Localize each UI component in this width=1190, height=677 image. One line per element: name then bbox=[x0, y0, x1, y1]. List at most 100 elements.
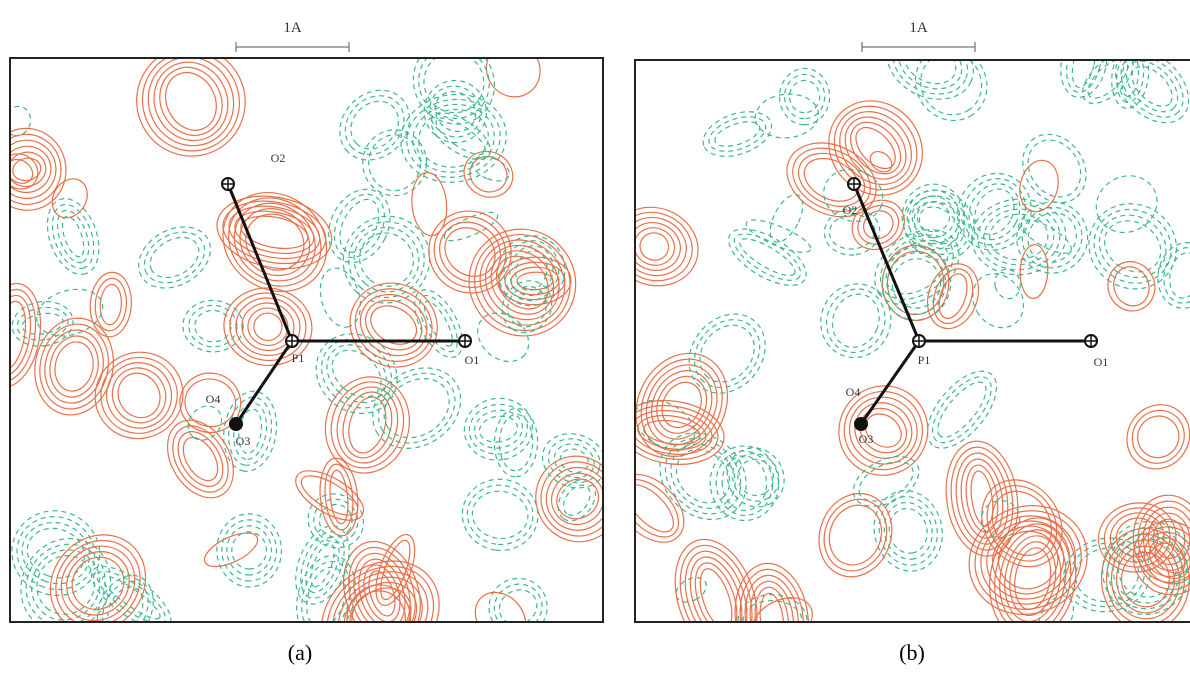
contour bbox=[994, 268, 1021, 300]
contour bbox=[463, 150, 514, 198]
contour bbox=[679, 544, 753, 622]
contour bbox=[989, 213, 1049, 261]
atom-label: O3 bbox=[859, 432, 874, 446]
contour bbox=[639, 232, 670, 261]
contour bbox=[1020, 219, 1072, 254]
contour bbox=[372, 367, 462, 449]
contour bbox=[164, 71, 217, 131]
contour bbox=[433, 216, 507, 289]
contour bbox=[370, 305, 418, 345]
contour bbox=[751, 597, 813, 622]
contour bbox=[733, 233, 802, 281]
contour bbox=[708, 116, 767, 152]
contour bbox=[223, 390, 278, 472]
contour bbox=[463, 397, 534, 461]
contour bbox=[71, 556, 125, 610]
contour bbox=[981, 479, 1063, 568]
contour bbox=[60, 545, 136, 622]
contour bbox=[54, 341, 94, 392]
contour bbox=[101, 575, 161, 620]
contour bbox=[501, 280, 553, 334]
contour bbox=[301, 560, 351, 622]
contour bbox=[187, 405, 223, 441]
contour bbox=[983, 208, 1055, 266]
contour bbox=[153, 61, 229, 142]
contour bbox=[414, 289, 463, 359]
contour bbox=[147, 58, 235, 147]
contour bbox=[769, 193, 804, 243]
contour bbox=[635, 222, 681, 272]
contour bbox=[550, 472, 603, 526]
contour bbox=[51, 203, 95, 270]
contour bbox=[328, 188, 391, 264]
contour bbox=[478, 415, 519, 443]
contour bbox=[734, 562, 810, 622]
contour bbox=[1065, 60, 1102, 93]
contour bbox=[972, 273, 1025, 329]
contour bbox=[319, 457, 359, 537]
contour bbox=[99, 283, 122, 326]
contour bbox=[980, 500, 1021, 539]
contour bbox=[412, 103, 495, 173]
contour bbox=[635, 473, 685, 543]
contour bbox=[699, 324, 755, 383]
contour bbox=[493, 407, 539, 478]
contour bbox=[937, 381, 987, 438]
contour bbox=[94, 351, 184, 440]
contour bbox=[675, 448, 731, 504]
contour bbox=[241, 302, 295, 352]
contour bbox=[411, 172, 448, 237]
contour bbox=[333, 193, 385, 259]
contour bbox=[349, 587, 412, 622]
contour bbox=[222, 191, 328, 293]
contour bbox=[350, 100, 400, 150]
atom-label: O3 bbox=[236, 434, 251, 448]
contour bbox=[49, 534, 147, 622]
contour bbox=[886, 252, 947, 315]
contour bbox=[96, 574, 154, 622]
contour bbox=[305, 536, 340, 594]
contour bbox=[141, 58, 240, 152]
contour bbox=[365, 299, 423, 351]
contour bbox=[992, 525, 1065, 595]
contour bbox=[635, 211, 693, 282]
contour bbox=[742, 600, 803, 622]
contour bbox=[339, 198, 380, 253]
contour bbox=[226, 525, 273, 576]
contour bbox=[1107, 261, 1156, 312]
contour bbox=[172, 425, 229, 493]
contour bbox=[999, 529, 1067, 622]
contour bbox=[674, 538, 758, 622]
contour bbox=[1131, 409, 1185, 464]
contour bbox=[726, 447, 785, 508]
contour bbox=[49, 335, 99, 398]
contour bbox=[1019, 244, 1049, 299]
contour bbox=[541, 433, 603, 489]
contour bbox=[714, 121, 761, 147]
contour bbox=[423, 300, 454, 347]
contour bbox=[1121, 60, 1140, 98]
contour bbox=[888, 507, 928, 554]
contour bbox=[797, 152, 866, 207]
atom-label: P1 bbox=[918, 353, 931, 367]
contour bbox=[222, 200, 327, 265]
contour bbox=[974, 510, 1082, 610]
contour bbox=[850, 121, 902, 175]
contour bbox=[10, 139, 57, 200]
contour bbox=[428, 210, 512, 294]
contour bbox=[423, 79, 487, 144]
contour bbox=[715, 450, 774, 517]
contour bbox=[342, 215, 431, 304]
contour bbox=[26, 527, 85, 579]
contour bbox=[479, 239, 566, 326]
contour bbox=[498, 589, 538, 622]
contour bbox=[562, 484, 591, 516]
contour bbox=[1075, 547, 1140, 603]
contour bbox=[10, 158, 34, 184]
atom-label: O2 bbox=[843, 203, 858, 217]
contour bbox=[188, 304, 238, 348]
contour bbox=[324, 376, 410, 474]
panel-frame bbox=[634, 59, 1190, 623]
contour bbox=[495, 255, 549, 310]
contour bbox=[306, 566, 346, 622]
